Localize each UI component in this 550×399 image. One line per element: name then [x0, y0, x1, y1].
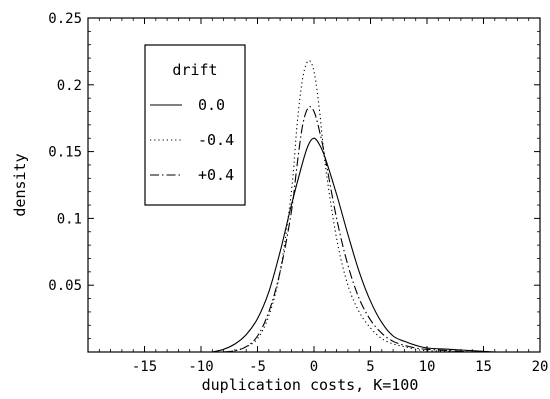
- x-tick-label: -15: [132, 359, 157, 375]
- x-axis-label: duplication costs, K=100: [202, 376, 419, 394]
- series-line-0.0: [212, 137, 495, 353]
- y-axis-label: density: [11, 153, 29, 216]
- x-tick-label: 10: [419, 359, 436, 375]
- series-line-+0.4: [223, 106, 473, 353]
- legend-box: [144, 44, 246, 206]
- legend-entries: 0.0 -0.4 +0.4: [150, 96, 234, 184]
- legend: drift 0.0 -0.4 +0.4: [144, 44, 246, 206]
- y-tick-label: 0.05: [48, 278, 82, 294]
- series-layer: [212, 60, 495, 353]
- x-tick-label: -5: [249, 359, 266, 375]
- x-tick-label: 20: [532, 359, 549, 375]
- legend-label-0.0: 0.0: [198, 96, 225, 114]
- legend-title: drift: [172, 61, 217, 79]
- x-tick-label: 0: [310, 359, 318, 375]
- legend-label-+0.4: +0.4: [198, 166, 234, 184]
- y-tick-label: 0.25: [48, 11, 82, 27]
- series-line--0.4: [223, 60, 473, 353]
- x-axis-ticks: -15 -10 -5 0 5 10 15 20: [98, 18, 549, 375]
- y-tick-label: 0.15: [48, 145, 82, 161]
- x-tick-label: 5: [366, 359, 374, 375]
- y-tick-label: 0.2: [57, 78, 82, 94]
- y-axis-ticks: 0.05 0.1 0.15 0.2 0.25: [48, 11, 540, 340]
- y-tick-label: 0.1: [57, 211, 82, 227]
- x-tick-label: -10: [188, 359, 213, 375]
- legend-label--0.4: -0.4: [198, 131, 234, 149]
- x-tick-label: 15: [475, 359, 492, 375]
